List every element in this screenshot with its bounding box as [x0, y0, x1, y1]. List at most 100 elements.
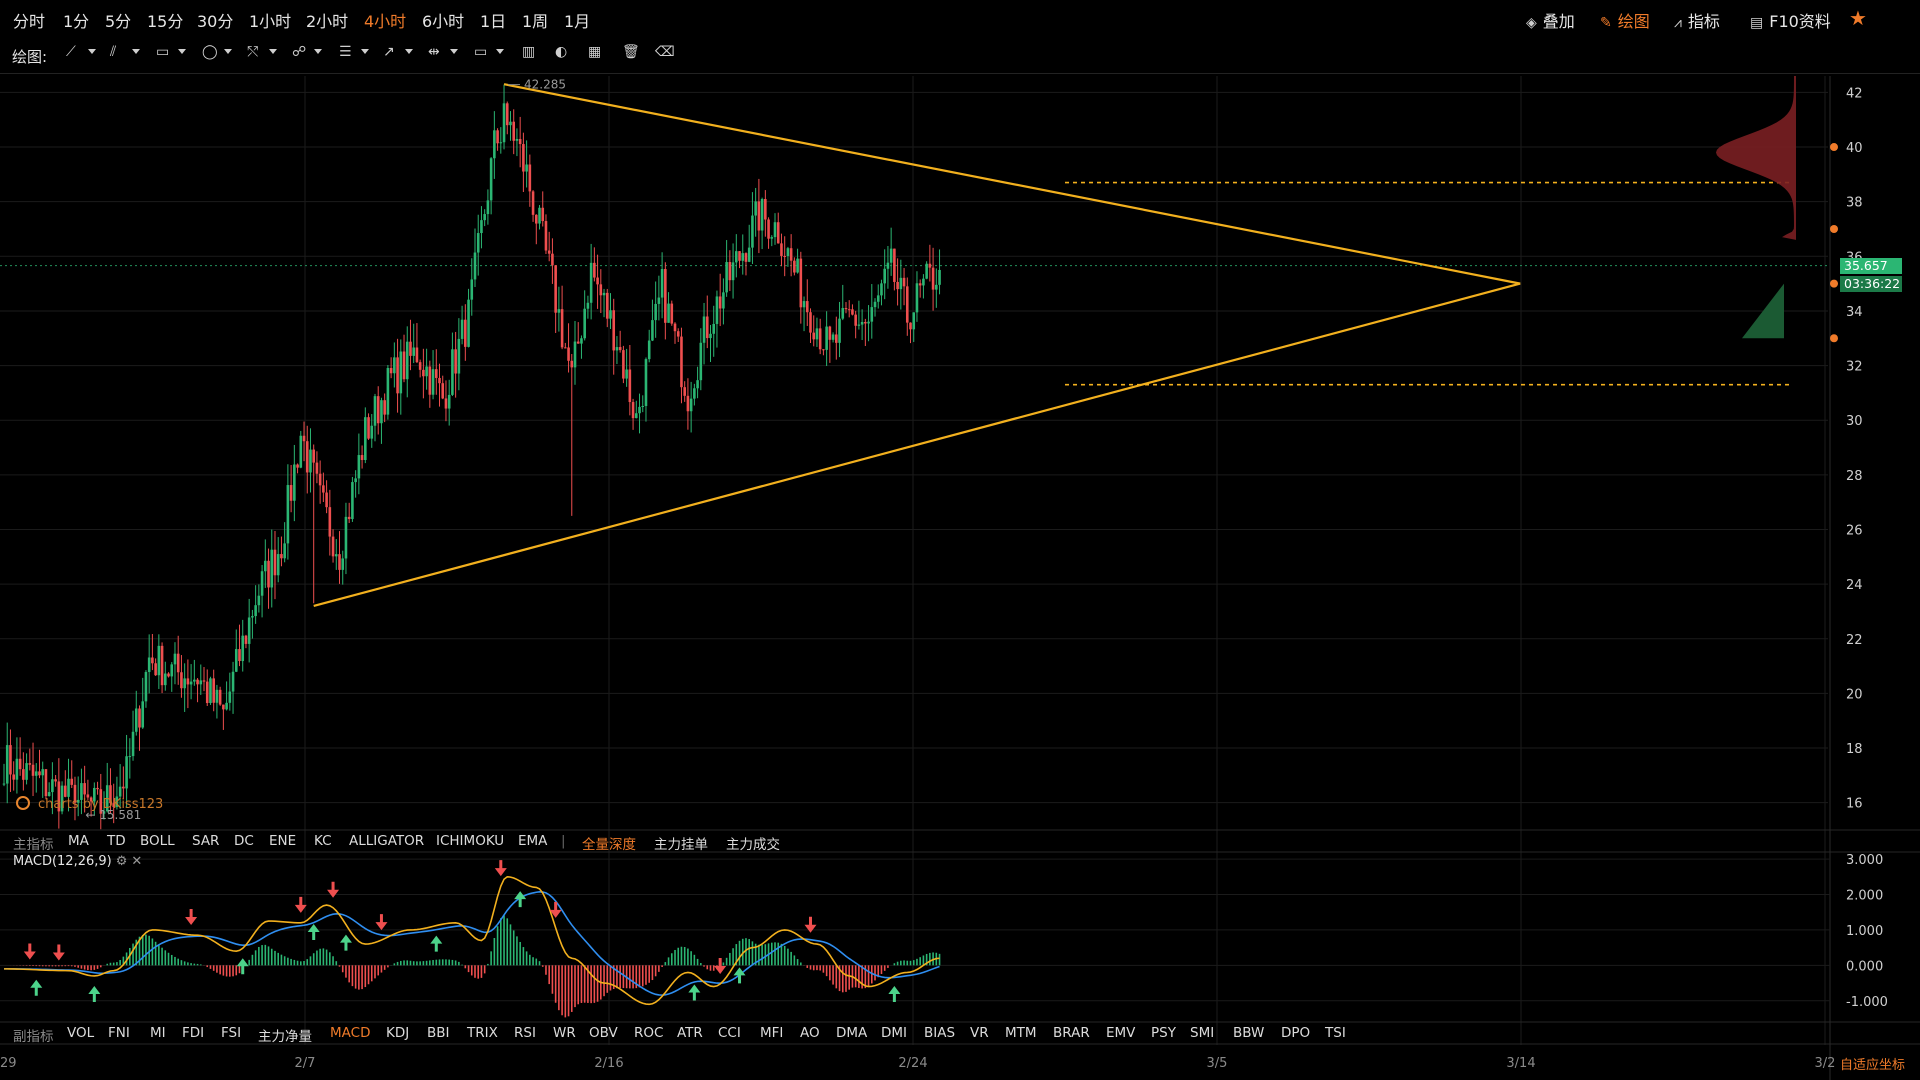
timeframe-tab-0[interactable]: 分时 [13, 12, 46, 31]
timeframe-tab-3[interactable]: 15分 [147, 12, 184, 31]
chevron-down-icon[interactable] [88, 49, 96, 54]
overlay-button[interactable]: ◈ 叠加 [1526, 8, 1575, 32]
drawing-tool-measure[interactable]: ⇹ [426, 44, 464, 66]
drawing-tool-text-lines[interactable]: ☰ [337, 44, 375, 66]
drawing-tool-trend-line[interactable]: ⟋ [64, 44, 102, 66]
sub-indicator-16[interactable]: MFI [760, 1025, 784, 1041]
chevron-down-icon[interactable] [178, 49, 186, 54]
main-indicator-extra-1[interactable]: 主力挂单 [654, 837, 708, 853]
f10-button[interactable]: ▤ F10资料 [1750, 8, 1831, 32]
sub-indicator-13[interactable]: ROC [634, 1025, 664, 1041]
magnet-icon[interactable]: ◐ [555, 44, 568, 60]
close-icon[interactable]: ✕ [131, 854, 143, 869]
sub-indicator-14[interactable]: ATR [677, 1025, 703, 1041]
timeframe-tab-10[interactable]: 1周 [522, 12, 549, 31]
main-indicator-boll[interactable]: BOLL [140, 833, 175, 849]
candle [54, 774, 57, 787]
drawing-tool-rectangle[interactable]: ▭ [154, 44, 192, 66]
candle [325, 480, 328, 514]
sub-indicator-11[interactable]: WR [553, 1025, 576, 1041]
sub-indicator-3[interactable]: FDI [182, 1025, 205, 1041]
main-indicator-sar[interactable]: SAR [192, 833, 220, 849]
sub-indicator-4[interactable]: FSI [221, 1025, 242, 1041]
drawing-tool-circle[interactable]: ◯ [200, 44, 238, 66]
timeframe-tab-1[interactable]: 1分 [63, 12, 90, 31]
sub-indicator-7[interactable]: KDJ [386, 1025, 410, 1041]
sub-indicator-1[interactable]: FNI [108, 1025, 130, 1041]
timeframe-tab-4[interactable]: 30分 [197, 12, 234, 31]
main-indicator-kc[interactable]: KC [314, 833, 332, 849]
chevron-down-icon[interactable] [314, 49, 322, 54]
candle-style-icon[interactable]: ▥ [522, 44, 536, 60]
candle [51, 762, 54, 815]
drawing-tool-arrow[interactable]: ↗ [381, 44, 419, 66]
timeframe-tab-6[interactable]: 2小时 [306, 12, 349, 31]
drawing-label: 绘图: [12, 48, 48, 66]
main-indicator-td[interactable]: TD [107, 833, 126, 849]
chevron-down-icon[interactable] [132, 49, 140, 54]
main-indicator-dc[interactable]: DC [234, 833, 254, 849]
sub-indicator-12[interactable]: OBV [589, 1025, 618, 1041]
eraser-icon[interactable]: ⌫ [655, 44, 675, 60]
sub-indicator-18[interactable]: DMA [836, 1025, 868, 1041]
drawing-tool-comment[interactable]: ▭ [472, 44, 510, 66]
trash-icon[interactable]: 🗑 [622, 44, 640, 60]
timeframe-tab-5[interactable]: 1小时 [249, 12, 292, 31]
chevron-down-icon[interactable] [450, 49, 458, 54]
main-indicator-ema[interactable]: EMA [518, 833, 548, 849]
sub-indicator-22[interactable]: MTM [1005, 1025, 1037, 1041]
drawing-tool-parallel-channel[interactable]: ⫽ [108, 44, 146, 66]
candle-body [773, 222, 777, 238]
timeframe-tab-7[interactable]: 4小时 [364, 12, 407, 31]
sub-indicator-2[interactable]: MI [150, 1025, 166, 1041]
sub-indicator-17[interactable]: AO [800, 1025, 820, 1041]
draw-button[interactable]: ✎ 绘图 [1600, 8, 1650, 32]
sub-indicator-27[interactable]: BBW [1233, 1025, 1265, 1041]
sub-indicator-10[interactable]: RSI [514, 1025, 536, 1041]
settings-icon[interactable]: ⚙ [115, 854, 128, 869]
candle [164, 661, 167, 691]
main-indicator-alligator[interactable]: ALLIGATOR [349, 833, 425, 849]
chevron-down-icon[interactable] [269, 49, 277, 54]
chevron-down-icon[interactable] [405, 49, 413, 54]
main-indicator-ene[interactable]: ENE [269, 833, 297, 849]
sub-indicator-29[interactable]: TSI [1325, 1025, 1346, 1041]
favorite-star-icon[interactable]: ★ [1849, 6, 1867, 30]
main-indicator-extra-0[interactable]: 全量深度 [582, 837, 636, 853]
sub-indicator-25[interactable]: PSY [1151, 1025, 1176, 1041]
timeframe-tab-8[interactable]: 6小时 [422, 12, 465, 31]
drawing-tool-fibonacci[interactable]: ⤲ [245, 44, 283, 66]
sub-indicator-15[interactable]: CCI [718, 1025, 741, 1041]
sub-indicator-9[interactable]: TRIX [467, 1025, 498, 1041]
sub-indicator-5[interactable]: 主力净量 [258, 1029, 312, 1045]
sub-indicator-26[interactable]: SMI [1190, 1025, 1215, 1041]
sub-indicator-21[interactable]: VR [970, 1025, 989, 1041]
main-indicator-extra-2[interactable]: 主力成交 [726, 837, 780, 853]
main-indicator-ichimoku[interactable]: ICHIMOKU [436, 833, 505, 849]
candle [402, 334, 406, 383]
timeframe-tab-2[interactable]: 5分 [105, 12, 132, 31]
sub-indicator-20[interactable]: BIAS [924, 1025, 956, 1041]
sub-indicator-8[interactable]: BBI [427, 1025, 450, 1041]
main-indicator-ma[interactable]: MA [68, 833, 89, 849]
timeframe-tab-9[interactable]: 1日 [480, 12, 507, 31]
auto-scale-button[interactable]: 自适应坐标 [1840, 1058, 1906, 1073]
timeframe-tab-11[interactable]: 1月 [564, 12, 591, 31]
sub-indicator-0[interactable]: VOL [67, 1025, 95, 1041]
sub-indicator-23[interactable]: BRAR [1053, 1025, 1090, 1041]
chevron-down-icon[interactable] [361, 49, 369, 54]
sub-indicator-19[interactable]: DMI [881, 1025, 908, 1041]
chevron-down-icon[interactable] [224, 49, 232, 54]
sub-indicator-6[interactable]: MACD [330, 1025, 371, 1041]
bar-chart-icon[interactable]: ▦ [588, 44, 602, 60]
candle [499, 127, 503, 154]
sub-indicator-28[interactable]: DPO [1281, 1025, 1311, 1041]
price-annotations: 42.285 ← 15.581 [85, 78, 566, 823]
chevron-down-icon[interactable] [496, 49, 504, 54]
candle-body [889, 248, 893, 263]
candle [631, 398, 635, 430]
sub-indicator-24[interactable]: EMV [1106, 1025, 1136, 1041]
drawing-tool-pattern[interactable]: ☍ [290, 44, 328, 66]
indicator-button[interactable]: ⩘ 指标 [1674, 8, 1720, 32]
